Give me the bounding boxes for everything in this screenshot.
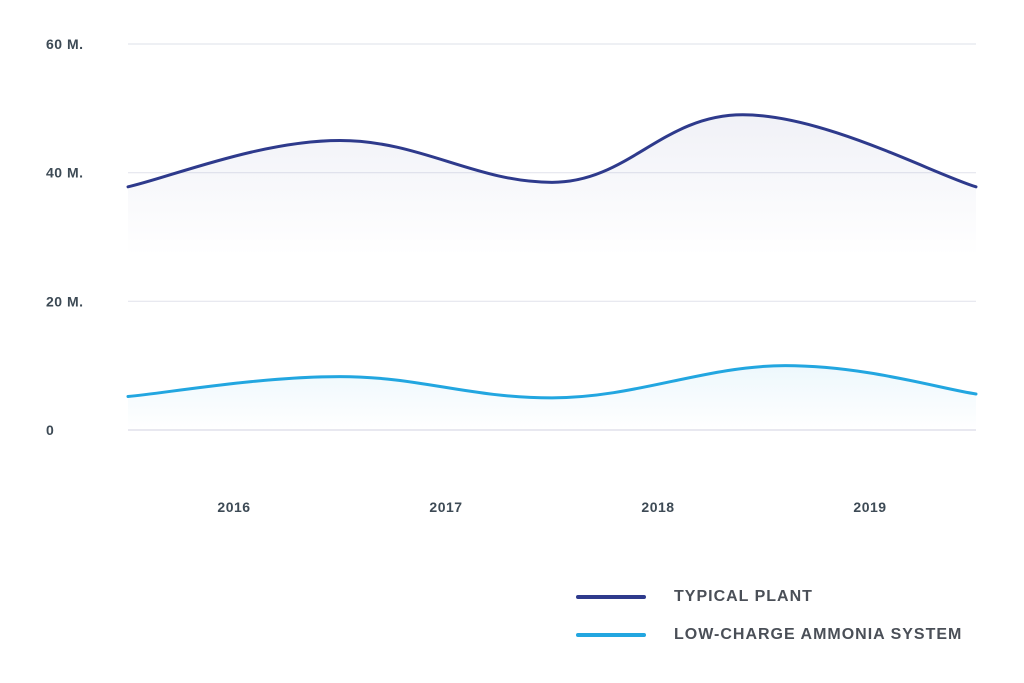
series-0-point-2 (550, 180, 554, 184)
series-1-point-2 (550, 396, 554, 400)
series-areas (128, 114, 976, 430)
series-line-1 (126, 364, 978, 400)
legend-swatch-low-charge-ammonia-system (576, 633, 646, 637)
series-0-point-4 (974, 185, 978, 189)
y-axis-tick-labels: 0 20 M. 40 M. 60 M. (46, 36, 84, 438)
series-1-point-0 (126, 395, 130, 399)
legend-item-low-charge-ammonia-system: LOW-CHARGE AMMONIA SYSTEM (576, 616, 1016, 654)
x-tick-label: 2019 (853, 499, 886, 515)
series-area-0 (128, 114, 976, 257)
legend-item-typical-plant: TYPICAL PLANT (576, 578, 1016, 616)
series-area-1 (128, 365, 976, 430)
y-tick-label: 60 M. (46, 36, 84, 52)
legend-swatch-typical-plant (576, 595, 646, 599)
x-axis-tick-labels: 2016 2017 2018 2019 (217, 499, 886, 515)
legend-label-typical-plant: TYPICAL PLANT (674, 588, 813, 605)
series-0-point-1 (338, 139, 342, 143)
series-0-point-3 (741, 113, 745, 117)
chart-legend: TYPICAL PLANT LOW-CHARGE AMMONIA SYSTEM (576, 578, 1016, 654)
series-1-point-4 (974, 392, 978, 396)
y-tick-label: 20 M. (46, 293, 84, 309)
series-lines (126, 113, 978, 400)
x-tick-label: 2018 (641, 499, 674, 515)
x-tick-label: 2016 (217, 499, 250, 515)
x-tick-label: 2017 (429, 499, 462, 515)
series-1-point-1 (338, 375, 342, 379)
y-tick-label: 0 (46, 422, 54, 438)
series-1-point-3 (783, 364, 787, 368)
series-0-point-0 (126, 185, 130, 189)
y-tick-label: 40 M. (46, 165, 84, 181)
series-line-0 (126, 113, 978, 189)
legend-label-low-charge-ammonia-system: LOW-CHARGE AMMONIA SYSTEM (674, 626, 963, 643)
